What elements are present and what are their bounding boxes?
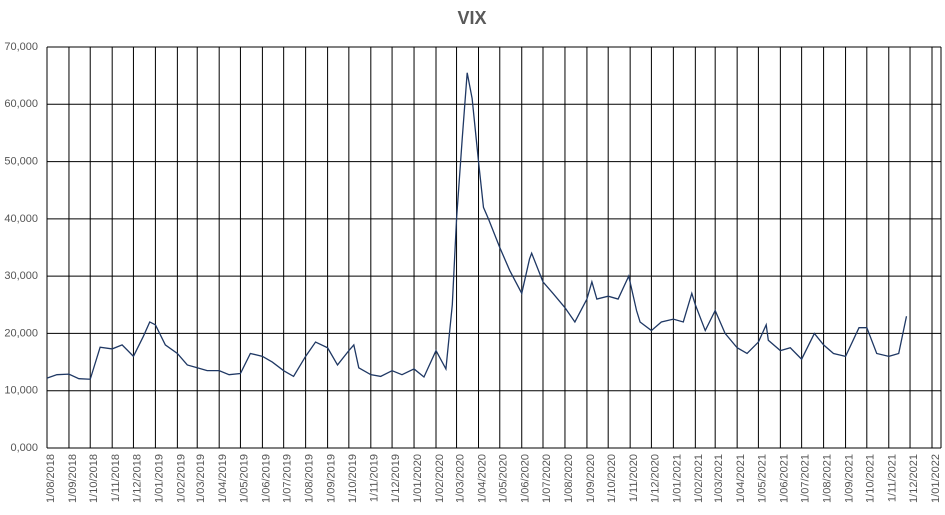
chart-title: VIX — [457, 8, 486, 28]
x-tick-label: 1/05/2020 — [498, 454, 510, 503]
x-tick-label: 1/08/2021 — [821, 454, 833, 503]
x-tick-label: 1/09/2021 — [843, 454, 855, 503]
x-tick-label: 1/07/2020 — [541, 454, 553, 503]
y-tick-label: 60,000 — [4, 98, 38, 110]
x-tick-label: 1/08/2020 — [563, 454, 575, 503]
x-tick-label: 1/05/2019 — [238, 454, 250, 503]
y-tick-label: 0,000 — [10, 442, 38, 454]
x-tick-label: 1/01/2021 — [671, 454, 683, 503]
y-tick-label: 10,000 — [4, 385, 38, 397]
x-tick-label: 1/03/2019 — [195, 454, 207, 503]
x-tick-label: 1/04/2021 — [735, 454, 747, 503]
x-tick-label: 1/10/2020 — [606, 454, 618, 503]
x-tick-label: 1/01/2019 — [153, 454, 165, 503]
x-tick-label: 1/03/2021 — [713, 454, 725, 503]
x-tick-label: 1/07/2019 — [282, 454, 294, 503]
x-tick-label: 1/11/2018 — [110, 454, 122, 502]
y-tick-label: 70,000 — [4, 41, 38, 53]
x-tick-label: 1/06/2020 — [520, 454, 532, 503]
y-tick-label: 30,000 — [4, 270, 38, 282]
x-tick-label: 1/09/2019 — [325, 454, 337, 503]
x-tick-label: 1/10/2021 — [865, 454, 877, 503]
x-tick-label: 1/09/2018 — [67, 454, 79, 503]
vix-line — [46, 72, 908, 380]
y-tick-label: 50,000 — [4, 155, 38, 167]
x-tick-label: 1/08/2018 — [45, 454, 57, 503]
x-tick-label: 1/03/2020 — [454, 454, 466, 503]
x-tick-label: 1/12/2020 — [649, 454, 661, 503]
x-tick-label: 1/01/2022 — [930, 454, 942, 503]
x-tick-label: 1/12/2021 — [908, 454, 920, 503]
x-tick-label: 1/10/2018 — [88, 454, 100, 503]
x-tick-label: 1/02/2020 — [434, 454, 446, 503]
x-tick-label: 1/11/2020 — [628, 454, 640, 502]
y-tick-label: 40,000 — [4, 213, 38, 225]
x-tick-label: 1/04/2019 — [217, 454, 229, 503]
x-tick-label: 1/07/2021 — [800, 454, 812, 503]
x-tick-label: 1/04/2020 — [476, 454, 488, 503]
x-tick-label: 1/11/2019 — [369, 454, 381, 502]
x-tick-label: 1/05/2021 — [756, 454, 768, 503]
x-tick-label: 1/08/2019 — [304, 454, 316, 503]
x-tick-label: 1/11/2021 — [887, 454, 899, 502]
x-tick-label: 1/12/2018 — [131, 454, 143, 503]
x-tick-label: 1/06/2021 — [778, 454, 790, 503]
x-tick-label: 1/09/2020 — [585, 454, 597, 503]
x-tick-label: 1/01/2020 — [412, 454, 424, 503]
x-tick-label: 1/06/2019 — [260, 454, 272, 503]
x-tick-label: 1/02/2021 — [693, 454, 705, 503]
x-tick-label: 1/12/2019 — [390, 454, 402, 503]
y-tick-label: 20,000 — [4, 327, 38, 339]
x-tick-label: 1/02/2019 — [175, 454, 187, 503]
x-tick-label: 1/10/2019 — [347, 454, 359, 503]
